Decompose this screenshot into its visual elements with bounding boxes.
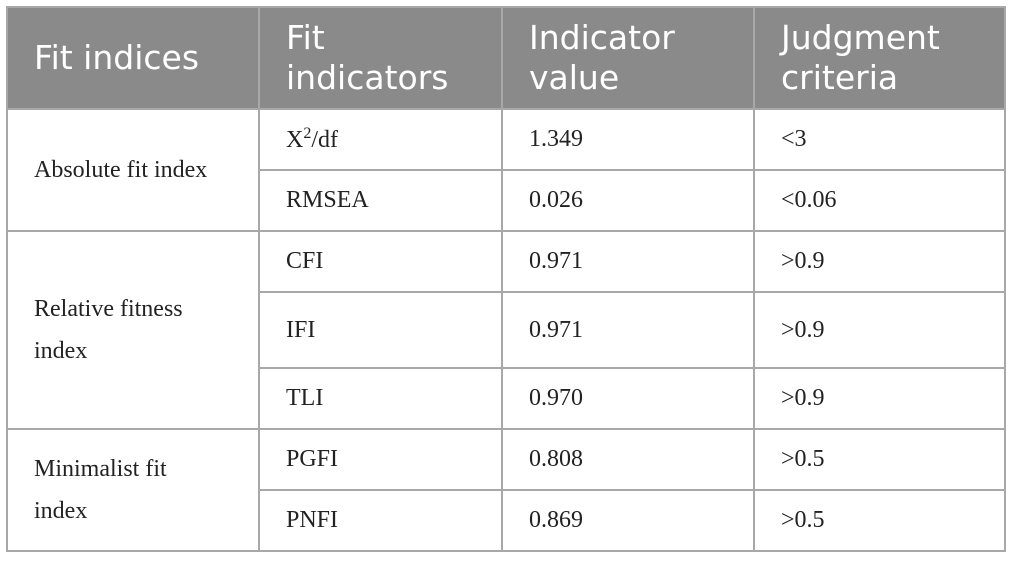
header-cell: Judgment criteria — [753, 6, 1006, 110]
table-row: RMSEA 0.026 <0.06 — [7, 169, 1006, 232]
cell: <0.06 — [753, 169, 1006, 232]
cell: 0.869 — [501, 489, 755, 552]
group-cell: Relative fitness index — [6, 230, 260, 430]
header-cell: Fit indicators — [258, 6, 503, 110]
cell: 0.808 — [501, 428, 755, 491]
cell: >0.9 — [753, 291, 1006, 369]
table-row: PNFI 0.869 >0.5 — [7, 489, 1006, 552]
header-cell: Indicator value — [501, 6, 755, 110]
group-name: Minimalist fit index — [34, 456, 167, 524]
cell: >0.5 — [753, 489, 1006, 552]
group-name: Relative fitness index — [34, 296, 183, 364]
cell: 0.026 — [501, 169, 755, 232]
fit-table: Fit indices Fit indicators Indicator value… — [6, 6, 1006, 552]
group-name: Absolute fit index — [34, 157, 208, 183]
table-row: Relative fitness index CFI 0.971 >0.9 — [6, 230, 1006, 430]
superscript: 2 — [303, 125, 312, 142]
cell: RMSEA — [258, 169, 503, 232]
cell: >0.9 — [753, 230, 1006, 293]
cell: <3 — [753, 108, 1006, 171]
cell: 0.971 — [501, 291, 755, 369]
cell: 0.970 — [501, 367, 755, 430]
cell: >0.9 — [753, 367, 1006, 430]
table-body: Absolute fit index X2/df 1.349 <3 RMSEA 0.026… — [6, 108, 1006, 552]
cell: CFI — [258, 230, 503, 293]
cell: >0.5 — [753, 428, 1006, 491]
cell: 0.971 — [501, 230, 755, 293]
cell: TLI — [258, 367, 503, 430]
cell: PNFI — [258, 489, 503, 552]
table-row: IFI 0.971 >0.9 — [7, 291, 1006, 369]
table-row: Absolute fit index X2/df 1.349 <3 — [6, 108, 1006, 232]
cell-text: /df — [311, 127, 339, 153]
group-cell: Absolute fit index — [6, 108, 260, 232]
cell-text: X — [286, 127, 304, 153]
header-cell: Fit indices — [6, 6, 260, 110]
table-row: Minimalist fit index PGFI 0.808 >0.5 — [6, 428, 1006, 552]
cell: PGFI — [258, 428, 503, 491]
header-row: Fit indices Fit indicators Indicator value… — [6, 6, 1006, 110]
cell: IFI — [258, 291, 503, 369]
cell: X2/df — [258, 108, 503, 171]
group-cell: Minimalist fit index — [6, 428, 260, 552]
cell: 1.349 — [501, 108, 755, 171]
table-row: TLI 0.970 >0.9 — [7, 367, 1006, 430]
